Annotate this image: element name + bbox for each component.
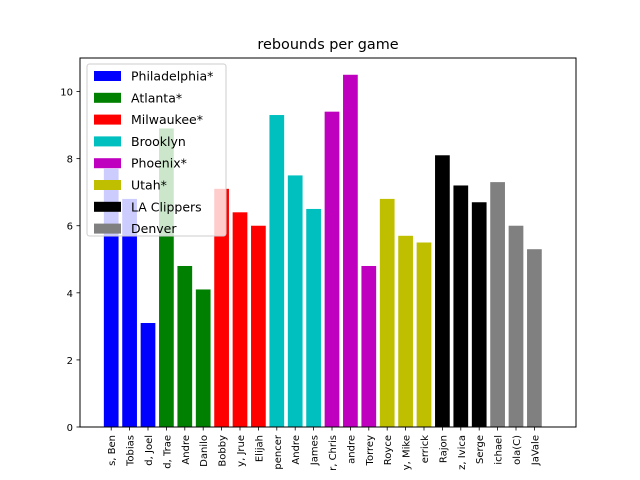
legend-swatch <box>94 92 121 103</box>
x-tick-label: Rajon <box>438 435 449 463</box>
legend-box <box>86 63 227 237</box>
legend-label: Philadelphia* <box>131 69 213 84</box>
x-tick-label: y, Mike <box>402 435 413 470</box>
bar-12 <box>306 208 321 427</box>
x-tick-label: s, Ben <box>107 435 118 466</box>
x-tick-label: d, Trae <box>162 435 173 469</box>
bar-2 <box>122 198 137 427</box>
x-tick-label: r, Chris <box>328 435 339 471</box>
x-tick-label: errick <box>420 435 431 463</box>
legend-label: Utah* <box>131 178 167 193</box>
legend-swatch <box>94 223 121 234</box>
bar-20 <box>453 185 469 427</box>
legend-label: Phoenix* <box>131 156 187 171</box>
legend: Philadelphia* Atlanta* Milwaukee* Brooklyn P… <box>86 63 227 237</box>
bar-21 <box>471 202 487 427</box>
x-tick-label: ola(C) <box>512 435 523 465</box>
legend-label: Denver <box>131 221 177 236</box>
x-tick-label: James <box>310 435 321 466</box>
x-tick-label: Andre <box>291 435 302 465</box>
legend-swatch <box>94 158 121 169</box>
bar-22 <box>490 182 505 427</box>
bar-17 <box>398 235 413 427</box>
x-tick-label: Tobias <box>126 435 137 467</box>
bar-3 <box>140 323 156 427</box>
x-tick-label: ichael <box>494 435 505 465</box>
x-tick-label: Royce <box>383 435 394 465</box>
bars-group <box>103 74 542 428</box>
bar-11 <box>287 175 303 427</box>
x-tick-label: Bobby <box>218 435 229 467</box>
legend-label: Brooklyn <box>131 134 186 149</box>
x-tick-label: z, Ivica <box>457 435 468 470</box>
bar-19 <box>435 155 450 427</box>
legend-swatch <box>94 201 121 212</box>
bar-16 <box>379 198 395 427</box>
legend-label: Milwaukee* <box>131 112 203 127</box>
x-tick-label: Elijah <box>254 435 265 462</box>
legend-label: LA Clippers <box>131 199 202 214</box>
y-tick-label: 0 <box>67 423 73 434</box>
y-tick-label: 10 <box>60 88 73 99</box>
bar-7 <box>214 188 229 427</box>
bar-9 <box>251 225 266 427</box>
y-tick-label: 6 <box>67 222 73 233</box>
legend-swatch <box>94 136 121 147</box>
bar-13 <box>324 111 340 428</box>
x-axis: s, Ben Tobias d, Joel d, Trae Andre Danilo Bob… <box>107 427 541 471</box>
chart-title: rebounds per game <box>257 37 398 53</box>
x-tick-label: andre <box>346 435 357 464</box>
legend-swatch <box>94 114 121 125</box>
bar-24 <box>527 249 542 427</box>
y-tick-label: 2 <box>67 356 73 367</box>
y-tick-label: 4 <box>67 289 73 300</box>
bar-15 <box>361 265 377 427</box>
y-tick-label: 8 <box>67 155 73 166</box>
bar-23 <box>508 225 524 427</box>
legend-swatch <box>94 180 121 190</box>
legend-swatch <box>94 71 121 81</box>
bar-5 <box>177 265 193 427</box>
x-tick-label: Torrey <box>365 435 376 467</box>
x-tick-label: Andre <box>181 435 192 465</box>
bar-14 <box>343 74 358 428</box>
x-tick-label: JaVale <box>530 435 541 466</box>
bar-8 <box>232 212 248 427</box>
legend-label: Atlanta* <box>131 90 182 105</box>
y-axis: 0 2 4 6 8 10 <box>60 88 80 434</box>
bar-18 <box>416 242 432 427</box>
plot-frame <box>79 57 577 428</box>
x-tick-label: pencer <box>273 434 284 469</box>
x-tick-label: Danilo <box>199 435 210 467</box>
bar-10 <box>269 115 285 427</box>
x-tick-label: d, Joel <box>144 435 155 466</box>
x-tick-label: Serge <box>475 435 486 464</box>
x-tick-label: y, Jrue <box>236 435 247 467</box>
bar-6 <box>195 289 211 427</box>
